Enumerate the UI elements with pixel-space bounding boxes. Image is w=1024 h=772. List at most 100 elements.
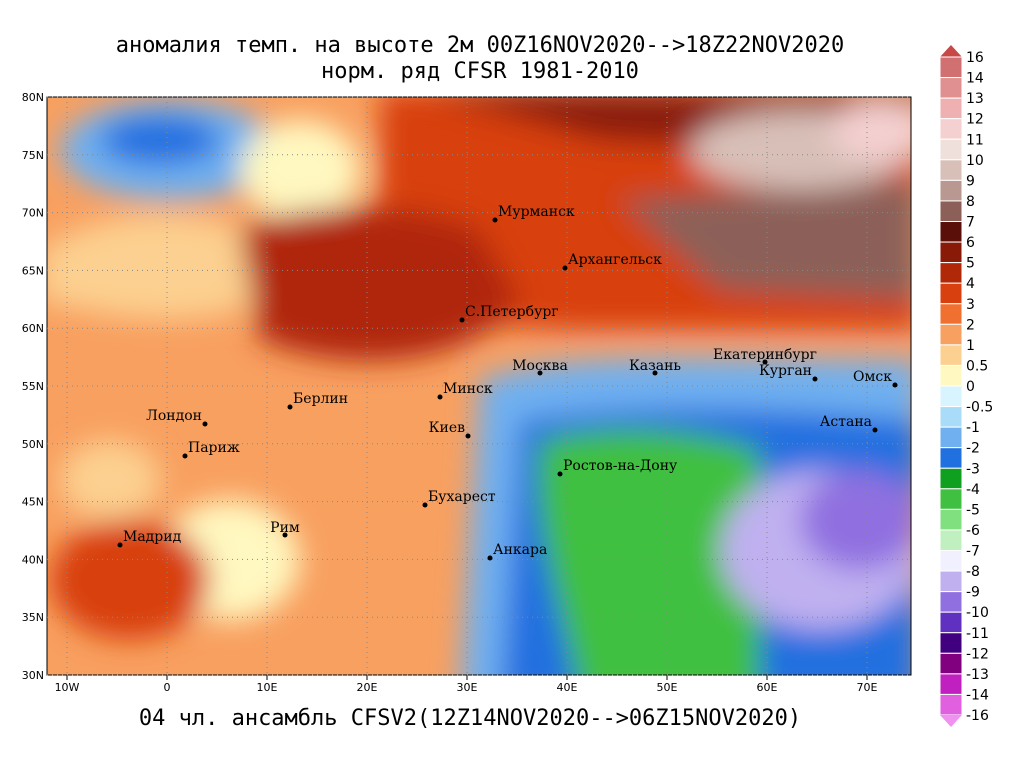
colorbar-box <box>939 673 963 695</box>
city-dot <box>557 471 563 477</box>
lat-label: 55N <box>22 380 44 393</box>
city-dot <box>202 421 208 427</box>
city-label: Ростов-на-Дону <box>563 458 678 474</box>
colorbar-box <box>939 159 963 181</box>
lon-label: 60E <box>757 681 778 694</box>
city-label: Рим <box>270 520 300 536</box>
colorbar-label: 13 <box>966 91 984 107</box>
lon-label: 0 <box>164 681 171 694</box>
lon-label: 50E <box>657 681 678 694</box>
colorbar-label: 7 <box>966 215 975 231</box>
colorbar-box <box>939 303 963 325</box>
city-dot <box>182 453 188 459</box>
colorbar-label: 2 <box>966 317 975 333</box>
city-label: Москва <box>512 358 568 374</box>
colorbar-label: -1 <box>966 420 980 436</box>
colorbar-box <box>939 138 963 161</box>
colorbar-label: -3 <box>966 461 980 477</box>
title: аномалия темп. на высоте 2м 00Z16NOV2020… <box>116 33 844 58</box>
city-label: Казань <box>629 358 681 374</box>
colorbar-box <box>939 262 963 284</box>
lat-label: 50N <box>22 438 44 451</box>
colorbar-box <box>939 406 963 428</box>
colorbar-box <box>939 570 963 593</box>
colorbar-box <box>939 529 963 551</box>
colorbar-box <box>939 693 963 716</box>
city-label: Мадрид <box>123 529 182 545</box>
colorbar-box <box>939 323 963 346</box>
colorbar-box <box>939 467 963 490</box>
colorbar-label: -2 <box>966 441 980 457</box>
colorbar-label: 11 <box>966 132 984 148</box>
city-label: Екатеринбург <box>713 347 817 363</box>
lat-label: 75N <box>22 149 44 162</box>
city-label: Анкара <box>493 542 547 558</box>
colorbar-box <box>939 364 963 387</box>
city-dot <box>437 394 443 400</box>
colorbar-cap <box>940 715 962 727</box>
colorbar-box <box>939 550 963 572</box>
colorbar-label: -11 <box>966 626 989 642</box>
colorbar-box <box>939 632 963 654</box>
colorbar-box <box>939 426 963 449</box>
footer: 04 чл. ансамбль CFSV2(12Z14NOV2020-->06Z… <box>139 706 801 731</box>
city-dot <box>459 317 465 323</box>
subtitle: норм. ряд CFSR 1981-2010 <box>321 59 639 84</box>
colorbar-label: -14 <box>966 687 989 703</box>
colorbar-box <box>939 241 963 264</box>
colorbar-label: 1 <box>966 338 975 354</box>
lat-label: 30N <box>22 669 44 682</box>
city-label: Бухарест <box>428 489 496 505</box>
city-label: Киев <box>429 420 465 436</box>
colorbar-box <box>939 282 963 305</box>
city-dot <box>492 217 498 223</box>
colorbar-label: 6 <box>966 235 975 251</box>
city-dot <box>892 382 898 388</box>
colorbar-box <box>939 508 963 531</box>
colorbar-box <box>939 344 963 366</box>
colorbar-label: 8 <box>966 194 975 210</box>
lon-label: 30E <box>457 681 478 694</box>
city-label: Париж <box>188 440 240 456</box>
colorbar-box <box>939 77 963 99</box>
colorbar-label: 12 <box>966 112 984 128</box>
colorbar-label: -8 <box>966 564 980 580</box>
lat-label: 70N <box>22 207 44 220</box>
colorbar-label: -6 <box>966 523 980 539</box>
colorbar-box <box>939 385 963 408</box>
city-dot <box>465 433 471 439</box>
colorbar-box <box>939 652 963 675</box>
city-dot <box>812 376 818 382</box>
city-dot <box>422 502 428 508</box>
city-label: Астана <box>820 414 872 430</box>
colorbar-box <box>939 591 963 613</box>
colorbar-label: -9 <box>966 585 980 601</box>
colorbar-label: 0.5 <box>966 358 988 374</box>
colorbar-box <box>939 488 963 510</box>
city-label: Берлин <box>293 391 348 407</box>
lat-label: 60N <box>22 322 44 335</box>
lat-label: 45N <box>22 496 44 509</box>
city-label: Архангельск <box>568 252 662 268</box>
colorbar-box <box>939 447 963 469</box>
colorbar-box <box>939 56 963 79</box>
colorbar-box <box>939 118 963 140</box>
colorbar-label: 3 <box>966 297 975 313</box>
city-dot <box>562 265 568 271</box>
colorbar-label: -5 <box>966 502 980 518</box>
city-dot <box>117 542 123 548</box>
colorbar-label: 16 <box>966 50 984 66</box>
colorbar-label: 0 <box>966 379 975 395</box>
colorbar-box <box>939 221 963 243</box>
city-label: Минск <box>443 381 493 397</box>
colorbar-label: -16 <box>966 708 989 724</box>
colorbar-label: -10 <box>966 605 989 621</box>
colorbar-cap <box>940 45 962 57</box>
lon-label: 10W <box>55 681 80 694</box>
colorbar-label: 14 <box>966 71 984 87</box>
city-dot <box>282 532 288 538</box>
city-label: Лондон <box>146 408 202 424</box>
lon-label: 20E <box>357 681 378 694</box>
colorbar-label: -4 <box>966 482 980 498</box>
colorbar-box <box>939 611 963 634</box>
